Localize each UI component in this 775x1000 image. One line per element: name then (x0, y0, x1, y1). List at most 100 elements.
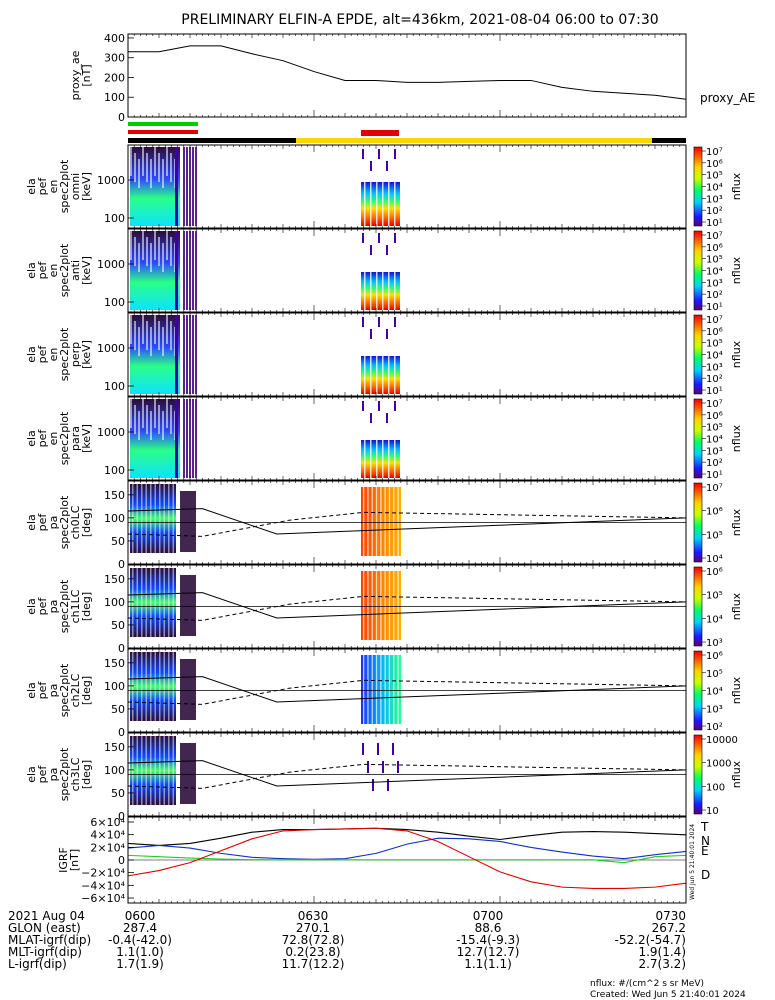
spectrum-gap (376, 356, 378, 394)
spectrum-gap (370, 272, 372, 310)
spectrum-gap (394, 356, 396, 394)
colorbar-tick-label: 10² (706, 206, 723, 217)
panel-perp-content (130, 315, 400, 394)
panel-para-content (130, 399, 400, 478)
side-stamp: Wed Jun 5 21:40:01 2024 (689, 824, 696, 900)
pa-gap (384, 487, 386, 556)
y-tick-label: 6×10⁴ (90, 816, 125, 829)
anti-loss-cone-line (127, 595, 687, 621)
loss-cone-line (127, 508, 687, 535)
spectrum-strip (175, 231, 178, 310)
y-tick-label: 50 (111, 535, 125, 548)
pa-gap (384, 571, 386, 640)
footer-value: 0700 (473, 909, 504, 923)
pa-gap (163, 568, 165, 637)
anti-loss-cone-line (127, 679, 687, 705)
spectrum-gap (150, 243, 152, 273)
pa-strip (180, 575, 196, 636)
spectrum-gap (130, 315, 132, 345)
spectrum-gap (130, 231, 132, 261)
colorbar-tick-label: 10⁴ (706, 183, 723, 194)
spectrum-gap (166, 231, 168, 261)
spectrum-gap (388, 440, 390, 478)
pa-gap (154, 652, 156, 721)
spectrum-speck (386, 245, 388, 255)
y-axis-label: omni (69, 173, 82, 200)
pa-gap (172, 568, 174, 637)
y-axis-label: [keV] (80, 424, 93, 453)
spectrum-gap (146, 153, 148, 183)
panel-anti-frame (127, 228, 687, 313)
spectrum-gap (162, 411, 164, 441)
pa-speck (392, 743, 394, 755)
pa-gap (159, 736, 161, 805)
y-axis-label: spec2plot (58, 495, 71, 549)
spectrum-gap (364, 440, 366, 478)
colorbar-label: nflux (730, 760, 743, 788)
colorbar-tick-label: 10⁴ (706, 687, 723, 698)
pa-gap (371, 487, 373, 556)
colorbar-tick-label: 10³ (706, 446, 723, 457)
spectrum-gap (170, 405, 172, 435)
pa-gap (163, 652, 165, 721)
panel-perp: 1000100elapefenspec2plotperp[keV]10⁷10⁶1… (25, 312, 743, 397)
spectrum-gap (142, 399, 144, 429)
spectrum-gap (388, 272, 390, 310)
spectrum-gap (150, 159, 152, 189)
footer-value: -15.4(-9.3) (456, 933, 520, 947)
spectrum-gap (185, 399, 186, 478)
spectrum-gap (158, 153, 160, 183)
y-tick-label: 50 (111, 787, 125, 800)
colorbar-tick-label: 10³ (706, 704, 723, 715)
spectrum-gap (394, 272, 396, 310)
pa-gap (380, 655, 382, 724)
y-axis-label: pef (36, 597, 49, 616)
y-tick-label: 0 (118, 854, 125, 867)
spectrum-gap (364, 182, 366, 226)
spectrum-gap (162, 327, 164, 357)
spectrum-speck (394, 233, 396, 243)
pa-gap (132, 736, 134, 805)
y-tick-label: 1000 (97, 426, 125, 439)
spectrum-gap (146, 237, 148, 267)
red-zone-marks (128, 130, 198, 134)
footer-row-label: L-igrf(dip) (8, 957, 67, 971)
spectrum-gap (150, 411, 152, 441)
colorbar-tick-label: 10³ (706, 194, 723, 205)
spectrum-gap (170, 153, 172, 183)
spectrum-gap (154, 315, 156, 345)
panel-ch2lc-colorbar: 10⁶ 10⁵ 10⁴ 10³ 10² nflux (693, 650, 743, 733)
spectrum-gap (382, 182, 384, 226)
colorbar-tick-label: 10⁷ (706, 147, 723, 158)
pa-gap (150, 736, 152, 805)
colorbar-label: nflux (730, 172, 743, 200)
pa-speck (382, 761, 384, 773)
y-tick-label: 150 (104, 489, 125, 502)
colorbar-tick-label: 10⁴ (706, 435, 723, 446)
y-axis-label: [keV] (80, 172, 93, 201)
night-bar-right (652, 138, 686, 143)
y-axis-label: en (47, 348, 60, 362)
footer-value: -52.2(-54.7) (615, 933, 686, 947)
y-axis-label: ch2LC (69, 673, 82, 707)
pa-gap (150, 568, 152, 637)
y-axis-label: en (47, 264, 60, 278)
pa-gap (380, 571, 382, 640)
y-axis-label: ch3LC (69, 757, 82, 791)
footer-value: 72.8(72.8) (282, 933, 345, 947)
footer-value: 1.9(1.4) (638, 945, 686, 959)
footer-value: 1.7(1.9) (116, 957, 164, 971)
y-axis-label: en (47, 432, 60, 446)
pa-gap (136, 736, 138, 805)
y-axis-label: spec2plot (58, 411, 71, 465)
colorbar-tick-label: 10⁶ (706, 159, 723, 170)
colorbar-tick-label: 10⁷ (706, 315, 723, 326)
colorbar-scale (693, 482, 703, 563)
y-tick-label: 0 (118, 642, 125, 655)
spectrum-gap (166, 315, 168, 345)
spectrum-gap (138, 243, 140, 273)
pa-gap (371, 571, 373, 640)
